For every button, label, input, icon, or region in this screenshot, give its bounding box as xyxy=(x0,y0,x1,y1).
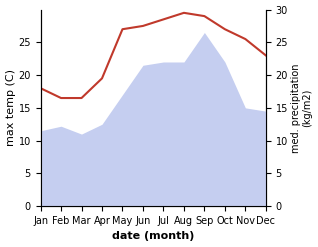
X-axis label: date (month): date (month) xyxy=(112,231,194,242)
Y-axis label: max temp (C): max temp (C) xyxy=(5,69,16,146)
Y-axis label: med. precipitation
(kg/m2): med. precipitation (kg/m2) xyxy=(291,63,313,153)
